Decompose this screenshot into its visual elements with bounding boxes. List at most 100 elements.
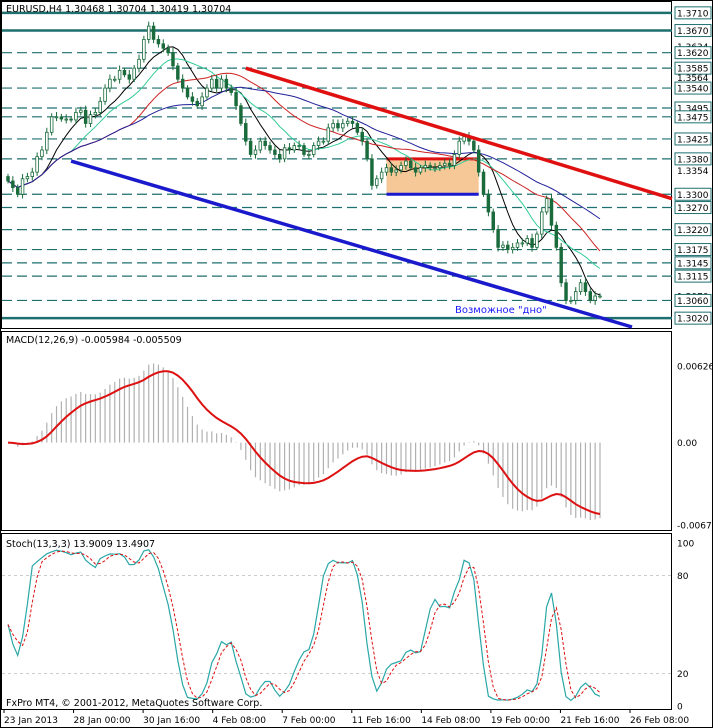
candle-body bbox=[268, 145, 272, 151]
candle-body bbox=[292, 145, 297, 151]
stoch-main-line bbox=[7, 549, 601, 702]
price-label-box bbox=[674, 24, 712, 38]
candle-body bbox=[355, 123, 360, 133]
candle-body bbox=[326, 127, 330, 142]
price-label-box bbox=[674, 61, 712, 75]
time-axis-labels: 23 Jan 2013 28 Jan 00:00 30 Jan 16:00 4 Feb… bbox=[3, 709, 689, 726]
candle-body bbox=[530, 238, 534, 248]
candle-body bbox=[365, 140, 369, 160]
resistance-trend-line[interactable] bbox=[245, 66, 673, 201]
price-axis-label: 1.3380 bbox=[677, 155, 709, 165]
candle-body bbox=[375, 178, 379, 186]
candle-body bbox=[559, 246, 563, 284]
candle-body bbox=[98, 100, 102, 113]
candle-body bbox=[176, 65, 180, 80]
support-trend-line[interactable] bbox=[70, 159, 633, 329]
candle-body bbox=[311, 145, 316, 155]
candle-body bbox=[554, 224, 559, 248]
price-axis-label: 1.3475 bbox=[677, 113, 709, 123]
candle-body bbox=[200, 96, 204, 107]
price-axis-label: 1.3220 bbox=[677, 226, 709, 236]
candle-body bbox=[428, 165, 432, 169]
macd-pane-frame[interactable] bbox=[1, 331, 672, 531]
candle-body bbox=[263, 140, 267, 146]
candle-body bbox=[180, 78, 185, 89]
candle-body bbox=[214, 78, 219, 89]
candle-body bbox=[20, 178, 25, 195]
candle-body bbox=[54, 116, 59, 119]
candle-body bbox=[30, 171, 34, 177]
candle-body bbox=[6, 176, 10, 182]
candle-body bbox=[370, 158, 374, 186]
candle-body bbox=[35, 156, 39, 173]
time-axis-label: 23 Jan 2013 bbox=[4, 716, 58, 726]
candle-body bbox=[137, 58, 141, 69]
price-label-box bbox=[674, 293, 712, 307]
stoch-title: Stoch(13,3,3) 13.9009 13.4907 bbox=[6, 539, 155, 550]
candle-body bbox=[564, 282, 568, 301]
candle-body bbox=[108, 78, 112, 89]
candle-body bbox=[345, 120, 350, 124]
copyright-text: FxPro MT4, © 2001-2012, MetaQuotes Softw… bbox=[6, 698, 262, 709]
candle-body bbox=[360, 131, 364, 142]
candle-body bbox=[146, 25, 151, 40]
price-label-box bbox=[674, 187, 712, 201]
stochastic-indicator: 100 80 20 0 bbox=[2, 540, 694, 713]
price-axis-label: 1.3585 bbox=[677, 65, 709, 75]
candle-body bbox=[510, 246, 515, 250]
candle-body bbox=[287, 147, 292, 151]
price-axis-label: 1.3540 bbox=[677, 85, 709, 95]
candle-body bbox=[404, 160, 408, 166]
candle-body bbox=[418, 167, 423, 173]
trend-lines[interactable] bbox=[70, 66, 673, 329]
price-label-box bbox=[674, 110, 712, 124]
candle-body bbox=[185, 87, 190, 98]
candle-body bbox=[472, 140, 476, 151]
candle-body bbox=[83, 109, 88, 124]
candle-body bbox=[515, 242, 520, 248]
range-box bbox=[386, 158, 479, 195]
candle-body bbox=[481, 171, 486, 195]
candle-body bbox=[210, 78, 214, 89]
stoch-axis-label: 20 bbox=[677, 670, 689, 680]
price-axis-label: 1.3300 bbox=[677, 191, 709, 201]
candle-body bbox=[93, 112, 98, 116]
main-pane-frame[interactable] bbox=[1, 1, 672, 329]
candle-body bbox=[127, 74, 132, 80]
candle-body bbox=[409, 160, 413, 169]
candle-body bbox=[205, 87, 209, 98]
price-axis-label: 1.3620 bbox=[677, 49, 709, 59]
candle-body bbox=[59, 116, 64, 120]
candle-body bbox=[433, 167, 437, 170]
candle-body bbox=[525, 238, 529, 244]
candle-body bbox=[156, 38, 161, 45]
candle-body bbox=[219, 78, 224, 89]
candle-body bbox=[103, 87, 107, 102]
price-axis-label: 1.3710 bbox=[677, 9, 709, 19]
time-axis-label: 21 Feb 16:00 bbox=[560, 716, 619, 726]
candle-body bbox=[45, 131, 49, 151]
price-axis-labels: 1.37101.36701.36341.36201.35851.35641.35… bbox=[674, 6, 712, 325]
stoch-pane-frame[interactable] bbox=[1, 533, 672, 710]
price-label-box bbox=[674, 6, 712, 20]
candle-body bbox=[379, 171, 384, 180]
macd-indicator: 0.006264 0.00 -0.00674 bbox=[7, 363, 713, 532]
candle-body bbox=[438, 165, 442, 169]
candle-body bbox=[544, 198, 549, 213]
candle-body bbox=[569, 300, 573, 302]
price-label-box bbox=[674, 223, 712, 237]
price-label-box bbox=[674, 46, 712, 60]
macd-title: MACD(12,26,9) -0.005984 -0.005509 bbox=[6, 335, 182, 346]
price-axis-label: 1.3670 bbox=[677, 27, 709, 37]
candle-body bbox=[476, 149, 481, 173]
candle-body bbox=[151, 25, 156, 40]
candle-body bbox=[142, 38, 146, 60]
candle-body bbox=[239, 105, 243, 124]
candle-body bbox=[190, 96, 195, 102]
candle-body bbox=[442, 162, 447, 166]
price-label-box bbox=[674, 256, 712, 270]
candle-body bbox=[79, 109, 83, 113]
candle-body bbox=[15, 187, 20, 195]
candle-body bbox=[593, 295, 597, 301]
